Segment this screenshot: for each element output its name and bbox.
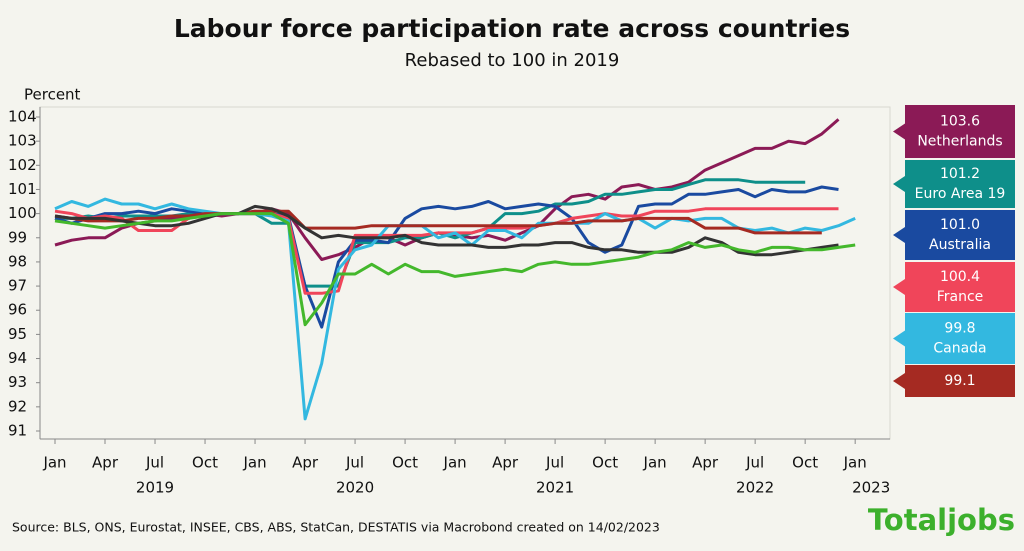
x-tick-label: Jan (242, 454, 266, 472)
x-tick-label: Apr (492, 454, 519, 472)
label-value: 100.4 (940, 269, 980, 285)
label-value: 99.1 (944, 373, 975, 389)
y-tick-label: 96 (8, 301, 27, 319)
legend-label: Canada (933, 341, 986, 357)
year-label: 2022 (736, 479, 774, 497)
series-line (54, 197, 856, 421)
y-tick-label: 100 (8, 204, 37, 222)
x-tick-label: Oct (792, 454, 818, 472)
y-tick-label: 102 (8, 156, 37, 174)
label-value: 101.2 (940, 166, 980, 182)
legend-label: Netherlands (917, 134, 1002, 150)
label-pointer (893, 123, 905, 140)
label-box (905, 160, 1015, 208)
label-pointer (893, 227, 905, 243)
label-pointer (893, 330, 905, 347)
x-tick-label: Apr (92, 454, 119, 472)
label-box (905, 210, 1015, 260)
label-value: 103.6 (940, 114, 980, 130)
x-tick-label: Jan (42, 454, 66, 472)
x-tick-label: Oct (392, 454, 418, 472)
series-line (54, 212, 856, 327)
y-tick-label: 93 (8, 373, 27, 391)
legend-label: France (937, 289, 984, 305)
x-tick-label: Apr (692, 454, 719, 472)
year-label: 2020 (336, 479, 374, 497)
x-tick-label: Oct (192, 454, 218, 472)
x-tick-label: Apr (292, 454, 319, 472)
legend-label: Euro Area 19 (915, 186, 1006, 202)
label-box (905, 365, 1015, 397)
x-tick-label: Oct (592, 454, 618, 472)
year-label: 2023 (852, 479, 890, 497)
y-tick-label: 101 (8, 180, 37, 198)
x-tick-label: Jul (745, 454, 764, 472)
y-tick-label: 97 (8, 277, 27, 295)
label-pointer (893, 373, 905, 389)
label-pointer (893, 279, 905, 295)
year-label: 2021 (536, 479, 574, 497)
legend-label: Australia (929, 237, 991, 253)
y-tick-label: 92 (8, 397, 27, 415)
chart-title: Labour force participation rate across c… (174, 14, 850, 43)
y-axis-label: Percent (24, 86, 81, 104)
x-tick-label: Jan (843, 454, 867, 472)
label-box (905, 105, 1015, 158)
y-tick-label: 99 (8, 228, 27, 246)
x-tick-label: Jul (145, 454, 164, 472)
chart-subtitle: Rebased to 100 in 2019 (405, 50, 620, 71)
y-tick-label: 95 (8, 325, 27, 343)
series-line (54, 209, 822, 235)
x-tick-label: Jan (443, 454, 467, 472)
y-tick-label: 94 (8, 349, 27, 367)
label-value: 99.8 (944, 321, 975, 337)
y-tick-label: 98 (8, 252, 27, 270)
label-box (905, 313, 1015, 364)
label-value: 101.0 (940, 217, 980, 233)
series-line (54, 185, 839, 329)
x-tick-label: Jan (643, 454, 667, 472)
source: Source: BLS, ONS, Eurostat, INSEE, CBS, … (12, 520, 660, 535)
y-tick-label: 91 (8, 422, 27, 440)
x-tick-label: Jul (545, 454, 564, 472)
label-pointer (893, 176, 905, 192)
label-box (905, 262, 1015, 312)
brand-logo: Totaljobs (868, 503, 1015, 537)
series-line (54, 204, 839, 257)
series-line (54, 207, 839, 295)
y-tick-label: 103 (8, 132, 37, 150)
y-tick-label: 104 (8, 108, 37, 126)
year-label: 2019 (136, 479, 174, 497)
x-tick-label: Jul (345, 454, 364, 472)
